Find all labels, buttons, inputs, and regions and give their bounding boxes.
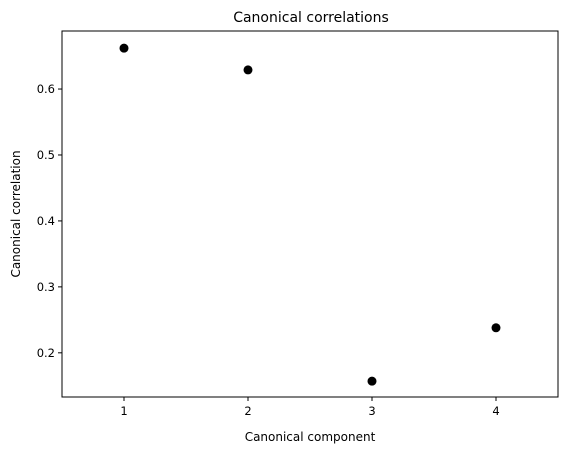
data-point <box>243 65 253 75</box>
x-tick-label: 2 <box>244 404 251 418</box>
y-tick-label: 0.5 <box>37 148 55 162</box>
y-tick-label: 0.2 <box>37 346 55 360</box>
plot-frame <box>61 30 559 398</box>
x-axis-label: Canonical component <box>245 430 376 444</box>
data-point <box>491 323 501 333</box>
data-points <box>119 43 501 386</box>
chart-title: Canonical correlations <box>233 10 389 26</box>
x-tick-label: 4 <box>492 404 499 418</box>
x-axis: 1 2 3 4 <box>120 397 500 418</box>
y-axis: 0.2 0.3 0.4 0.5 0.6 <box>37 82 62 360</box>
data-point <box>119 43 129 53</box>
x-tick-label: 3 <box>368 404 375 418</box>
y-tick-label: 0.6 <box>37 82 55 96</box>
y-tick-label: 0.3 <box>37 280 55 294</box>
data-point <box>367 376 377 386</box>
y-tick-label: 0.4 <box>37 214 55 228</box>
y-axis-label: Canonical correlation <box>9 150 23 277</box>
x-tick-label: 1 <box>120 404 127 418</box>
